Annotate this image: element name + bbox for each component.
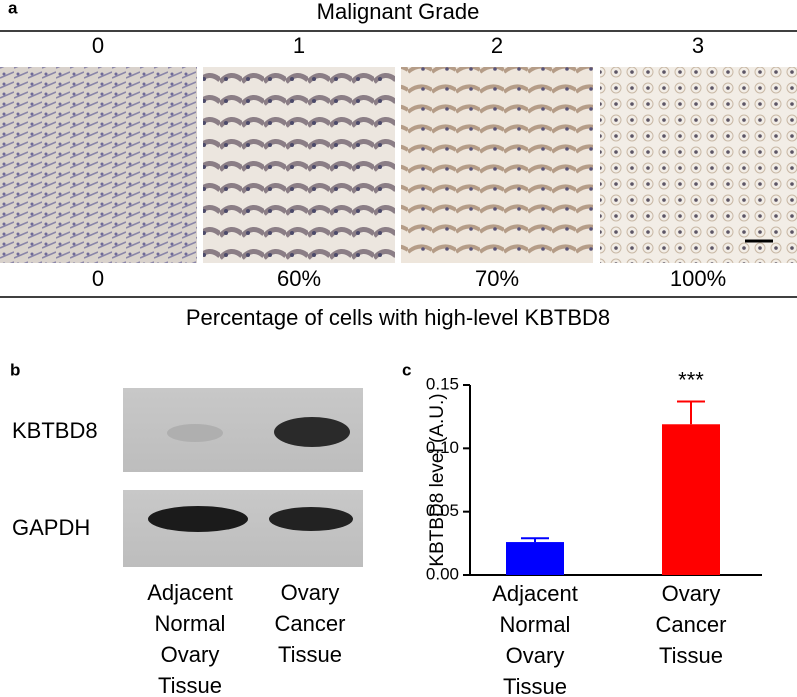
x-tick-label: Tissue [659, 643, 723, 668]
percentage: 70% [475, 266, 519, 291]
y-tick-label: 0.05 [426, 501, 459, 520]
y-axis-title: KBTBD8 level (A.U.) [427, 393, 448, 566]
x-tick-label: Cancer [656, 612, 727, 637]
grade: 3 [692, 33, 704, 58]
x-tick-label: Normal [500, 612, 571, 637]
percentage: 100% [670, 266, 726, 291]
bar [662, 424, 720, 575]
histology-image [0, 67, 197, 263]
y-tick-label: 0.15 [426, 374, 459, 393]
lane-label: Ovary [161, 642, 220, 667]
bar [506, 542, 564, 575]
panel-label: b [10, 360, 20, 379]
grade: 0 [92, 33, 104, 58]
band [167, 424, 223, 442]
band [269, 507, 353, 531]
panel-label: c [402, 360, 411, 379]
x-tick-label: Ovary [506, 643, 565, 668]
lane-label: Ovary [281, 580, 340, 605]
percentage: 60% [277, 266, 321, 291]
lane-label: Tissue [278, 642, 342, 667]
x-tick-label: Ovary [662, 581, 721, 606]
band-label: KBTBD8 [12, 418, 98, 443]
percentage: 0 [92, 266, 104, 291]
lane-label: Normal [155, 611, 226, 636]
x-tick-label: Tissue [503, 674, 567, 697]
band [274, 417, 350, 447]
x-tick-label: Adjacent [492, 581, 578, 606]
panel-title: Malignant Grade [317, 0, 480, 24]
band [148, 506, 248, 532]
y-tick-label: 0.10 [426, 438, 459, 457]
band-label: GAPDH [12, 515, 90, 540]
significance: *** [678, 367, 704, 392]
lane-label: Adjacent [147, 580, 233, 605]
panel-label: a [8, 0, 18, 17]
grade: 1 [293, 33, 305, 58]
histology-image [401, 67, 593, 263]
lane-label: Cancer [275, 611, 346, 636]
bar-chart: c KBTBD8 level (A.U.)0.00 0.05 0.10 0.15 Adja… [402, 360, 762, 697]
lane-labels: Adjacent Normal Ovary Tissue Ovary Cancer Tiss… [147, 580, 345, 697]
histology-image [203, 67, 395, 263]
caption: Percentage of cells with high-level KBTB… [186, 305, 610, 330]
grade: 2 [491, 33, 503, 58]
lane-label: Tissue [158, 673, 222, 697]
histology-image [600, 67, 797, 263]
y-tick-label: 0.00 [426, 564, 459, 583]
